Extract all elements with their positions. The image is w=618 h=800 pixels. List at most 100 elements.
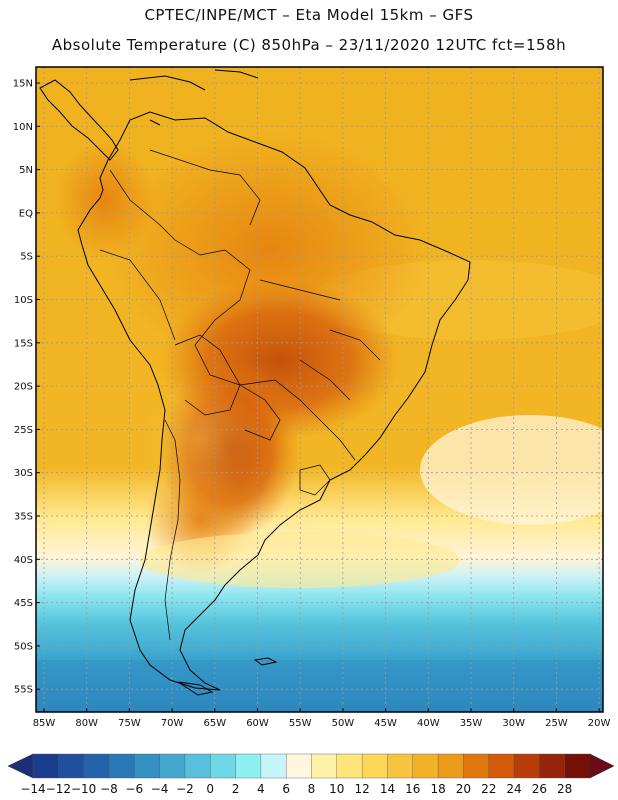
colorbar-label: 20 [456, 782, 471, 796]
colorbar-swatch [108, 753, 135, 779]
colorbar-swatch [361, 753, 389, 779]
falklands [253, 657, 278, 666]
lat-label: 55S [14, 685, 33, 696]
lat-label: EQ [19, 208, 33, 219]
colorbar [7, 753, 615, 779]
tierra-del-fuego [177, 681, 214, 696]
lon-label: 40W [417, 718, 440, 729]
lat-label: 20S [14, 382, 33, 393]
colorbar-label: 18 [430, 782, 445, 796]
lat-label: 15S [14, 338, 33, 349]
lon-label: 85W [33, 718, 56, 729]
colorbar-swatch [437, 753, 465, 779]
border-paraguay [239, 384, 281, 441]
lat-label: 5S [20, 252, 33, 263]
plot-frame [35, 66, 604, 713]
colorbar-swatch [311, 753, 338, 779]
colorbar-swatch [564, 753, 591, 779]
chart-title-line1: CPTEC/INPE/MCT – Eta Model 15km – GFS [144, 6, 474, 24]
longitude-labels: 85W 80W 75W 70W 65W 60W 55W 50W 45W 40W 35W 30W 25W 2… [33, 708, 611, 729]
colorbar-label: −8 [100, 782, 118, 796]
colorbar-high-arrow [589, 753, 615, 779]
country-borders [99, 149, 381, 641]
field-south-ocean [36, 660, 603, 712]
colorbar-swatch [387, 753, 414, 779]
colorbar-swatch [463, 753, 490, 779]
lon-label: 50W [332, 718, 355, 729]
colorbar-swatch [235, 753, 262, 779]
lon-label: 45W [374, 718, 397, 729]
colorbar-swatch [134, 753, 161, 779]
lon-label: 30W [502, 718, 525, 729]
border-venezuela [149, 149, 261, 226]
colorbar-swatch [58, 753, 85, 779]
colorbar-label: 28 [557, 782, 572, 796]
colorbar-label: 24 [506, 782, 521, 796]
colorbar-label: 16 [405, 782, 420, 796]
colorbar-label: −2 [176, 782, 194, 796]
colorbar-labels: −14 −12 −10 −8 −6 −4 −2 0 2 4 6 8 10 12 14 16 18 20 22 24 26… [20, 782, 572, 796]
lon-label: 25W [545, 718, 568, 729]
lon-label: 75W [118, 718, 141, 729]
border-brazil-states [259, 279, 381, 401]
colorbar-swatch [488, 753, 515, 779]
lon-label: 20W [588, 718, 611, 729]
chart-title-line2: Absolute Temperature (C) 850hPa – 23/11/… [51, 36, 567, 54]
lon-label: 55W [289, 718, 312, 729]
lat-label: 25S [14, 425, 33, 436]
coastlines [39, 69, 471, 696]
colorbar-label: −14 [20, 782, 45, 796]
lat-label: 15N [13, 79, 33, 90]
colorbar-swatch [159, 753, 186, 779]
colorbar-label: 4 [257, 782, 265, 796]
colorbar-label: 14 [380, 782, 395, 796]
border-peru [99, 249, 176, 341]
colorbar-label: 10 [329, 782, 344, 796]
border-andes [164, 419, 181, 641]
latitude-labels: 15N 10N 5N EQ 5S 10S 15S 20S 25S 30S 35S 40S 45S 50S 5… [13, 79, 40, 696]
colorbar-swatch [210, 753, 237, 779]
lat-label: 40S [14, 555, 33, 566]
field-atlantic-cool [420, 415, 603, 525]
colorbar-label: 26 [532, 782, 547, 796]
south-america-coast [77, 111, 471, 691]
colorbar-label: −4 [151, 782, 169, 796]
border-brazil-west [174, 239, 356, 461]
lon-label: 60W [246, 718, 269, 729]
colorbar-label: 2 [232, 782, 240, 796]
colorbar-swatch [513, 753, 541, 779]
colorbar-swatch [83, 753, 110, 779]
lat-label: 35S [14, 512, 33, 523]
lon-label: 70W [161, 718, 184, 729]
caribbean-islands [129, 69, 259, 126]
colorbar-swatch [412, 753, 439, 779]
colorbar-label: −10 [71, 782, 96, 796]
lon-label: 35W [460, 718, 483, 729]
lon-label: 65W [203, 718, 226, 729]
colorbar-low-arrow [7, 753, 34, 779]
lat-label: 50S [14, 641, 33, 652]
lat-label: 45S [14, 598, 33, 609]
field-heat-andes-north [55, 140, 155, 260]
border-uruguay [299, 464, 331, 496]
lon-label: 80W [75, 718, 98, 729]
colorbar-swatch [285, 753, 313, 779]
lat-label: 30S [14, 468, 33, 479]
central-america-coast [39, 79, 119, 161]
colorbar-swatch [32, 753, 60, 779]
colorbar-label: −6 [125, 782, 143, 796]
temperature-field [36, 67, 603, 712]
colorbar-label: 12 [354, 782, 369, 796]
colorbar-label: 6 [282, 782, 290, 796]
lat-label: 10S [14, 295, 33, 306]
colorbar-swatch [336, 753, 363, 779]
colorbar-swatch [260, 753, 287, 779]
border-colombia [109, 169, 176, 241]
colorbar-swatch [539, 753, 566, 779]
colorbar-label: 22 [481, 782, 496, 796]
colorbar-label: 0 [206, 782, 214, 796]
lat-label: 5N [19, 165, 33, 176]
colorbar-swatch [184, 753, 211, 779]
colorbar-label: 8 [308, 782, 316, 796]
